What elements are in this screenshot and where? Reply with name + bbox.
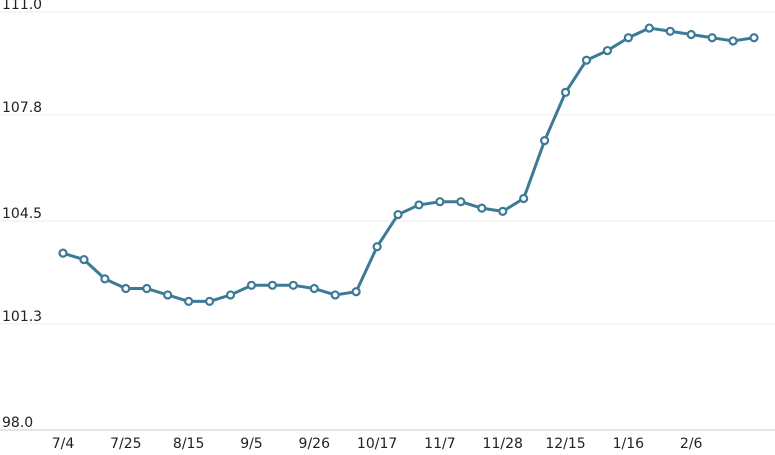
point [707,33,717,43]
point [540,136,550,146]
point [498,206,508,216]
point [79,254,89,265]
x-tick-label: 12/15 [545,436,585,452]
point [393,209,403,220]
point [728,36,738,46]
point [142,283,152,294]
point [623,33,633,43]
x-tick-label: 11/28 [483,436,523,452]
point [246,280,257,290]
x-tick-label: 7/25 [110,436,141,452]
x-tick-label: 10/17 [357,436,397,452]
point [665,26,675,36]
point [414,200,424,210]
y-tick-label: 107.8 [2,100,42,116]
point [477,203,487,213]
x-tick-label: 1/16 [613,436,645,452]
point [288,280,298,290]
point [58,248,68,258]
point [456,197,466,207]
point [309,283,319,294]
point [749,33,759,43]
y-tick-label: 104.5 [2,206,42,222]
point [644,23,654,33]
y-tick-label: 101.3 [2,309,42,325]
point [267,280,277,290]
y-tick-label: 111.0 [2,0,42,13]
point [581,55,592,65]
point [225,290,236,300]
x-tick-label: 8/15 [173,436,204,452]
line [62,26,755,303]
point [372,242,382,252]
point [435,197,445,207]
x-tick-label: 7/4 [52,436,75,452]
point [204,296,215,306]
point [560,87,571,97]
y-tick-label: 98.0 [2,415,33,431]
point [100,274,110,284]
x-tick-label: 2/6 [680,436,703,452]
point [184,296,194,306]
point [121,283,131,294]
x-tick-label: 9/5 [240,436,263,452]
point [519,193,529,204]
x-tick-label: 11/7 [424,436,455,452]
point [686,29,696,40]
point [163,290,173,300]
x-tick-label: 9/26 [299,436,331,452]
point [602,45,613,56]
point [330,290,340,300]
point [351,287,361,297]
